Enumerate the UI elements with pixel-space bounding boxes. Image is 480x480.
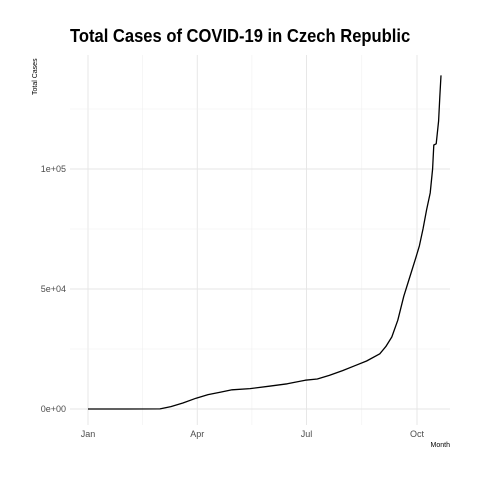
grid <box>70 55 450 425</box>
x-tick-label: Jul <box>301 429 313 439</box>
y-tick-label: 0e+00 <box>41 404 66 414</box>
axes: Total Cases Month Jan Apr Jul Oct 0e+00 5e+04… <box>32 58 450 449</box>
y-axis-title: Total Cases <box>32 58 39 95</box>
x-tick-label: Jan <box>81 429 96 439</box>
x-axis-title: Month <box>431 442 451 449</box>
x-tick-label: Oct <box>410 429 425 439</box>
plot-area <box>88 75 442 410</box>
x-tick-label: Apr <box>190 429 204 439</box>
y-tick-label: 5e+04 <box>41 284 66 294</box>
series-line <box>88 75 442 410</box>
y-tick-label: 1e+05 <box>41 164 66 174</box>
chart-title: Total Cases of COVID-19 in Czech Republi… <box>70 26 411 46</box>
